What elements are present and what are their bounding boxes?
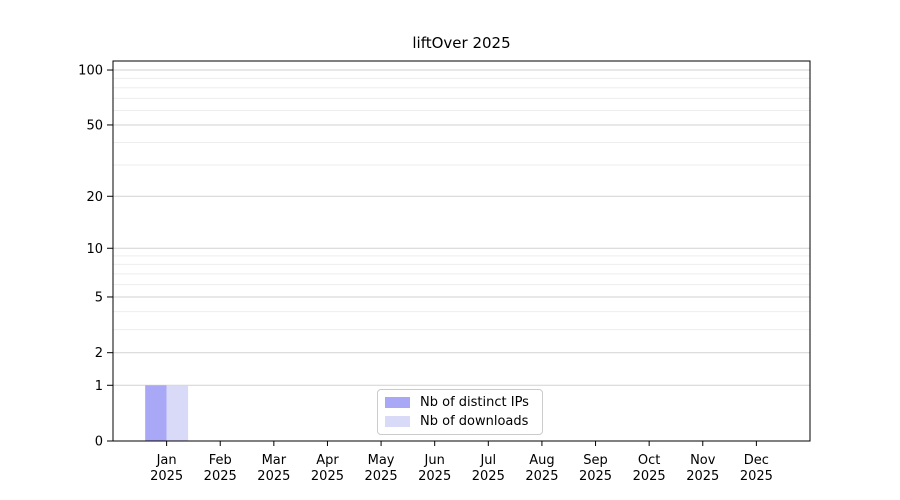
x-tick-label-year: 2025 [579, 469, 612, 484]
x-tick-label-month: Nov [690, 453, 716, 468]
legend: Nb of distinct IPs Nb of downloads [377, 389, 543, 435]
y-tick-label: 100 [78, 64, 103, 79]
x-tick-label-month: Jun [424, 453, 445, 468]
x-tick-label-month: May [368, 453, 395, 468]
x-tick-label-year: 2025 [525, 469, 558, 484]
legend-swatch-downloads [385, 416, 410, 427]
bar [166, 385, 189, 441]
legend-item-downloads: Nb of downloads [385, 414, 535, 429]
x-tick-label-month: Sep [583, 453, 608, 468]
x-tick-label-year: 2025 [418, 469, 451, 484]
legend-label-downloads: Nb of downloads [420, 414, 529, 429]
x-tick-label-year: 2025 [311, 469, 344, 484]
y-tick-label: 10 [86, 242, 103, 257]
y-tick-label: 5 [95, 290, 103, 305]
y-tick-label: 50 [86, 118, 103, 133]
y-tick-label: 20 [86, 190, 103, 205]
chart-title: liftOver 2025 [412, 34, 511, 52]
x-tick-label-month: Jan [156, 453, 177, 468]
legend-item-distinct-ips: Nb of distinct IPs [385, 395, 535, 410]
x-tick-label-year: 2025 [472, 469, 505, 484]
bar [145, 385, 167, 441]
x-tick-label-year: 2025 [740, 469, 773, 484]
bars [145, 385, 189, 441]
y-axis-ticks: 0 1 2 5 10 20 50 100 [78, 64, 113, 450]
x-tick-label-year: 2025 [150, 469, 183, 484]
x-tick-label-month: Mar [262, 453, 287, 468]
x-tick-label-year: 2025 [365, 469, 398, 484]
gridlines [113, 69, 810, 386]
legend-label-distinct-ips: Nb of distinct IPs [420, 395, 529, 410]
x-axis-ticks: Jan2025Feb2025Mar2025Apr2025May2025Jun20… [150, 441, 773, 484]
x-tick-label-month: Oct [638, 453, 660, 468]
x-tick-label-year: 2025 [257, 469, 290, 484]
x-tick-label-month: Feb [209, 453, 232, 468]
y-tick-label: 0 [95, 435, 103, 450]
x-tick-label-month: Jul [479, 453, 496, 468]
x-tick-label-year: 2025 [633, 469, 666, 484]
x-tick-label-month: Apr [316, 453, 339, 468]
y-tick-label: 1 [95, 379, 103, 394]
axes-frame [112, 60, 811, 442]
y-tick-label: 2 [95, 346, 103, 361]
x-tick-label-year: 2025 [204, 469, 237, 484]
legend-swatch-distinct-ips [385, 397, 410, 408]
x-tick-label-month: Dec [744, 453, 769, 468]
x-tick-label-month: Aug [529, 453, 554, 468]
x-tick-label-year: 2025 [686, 469, 719, 484]
